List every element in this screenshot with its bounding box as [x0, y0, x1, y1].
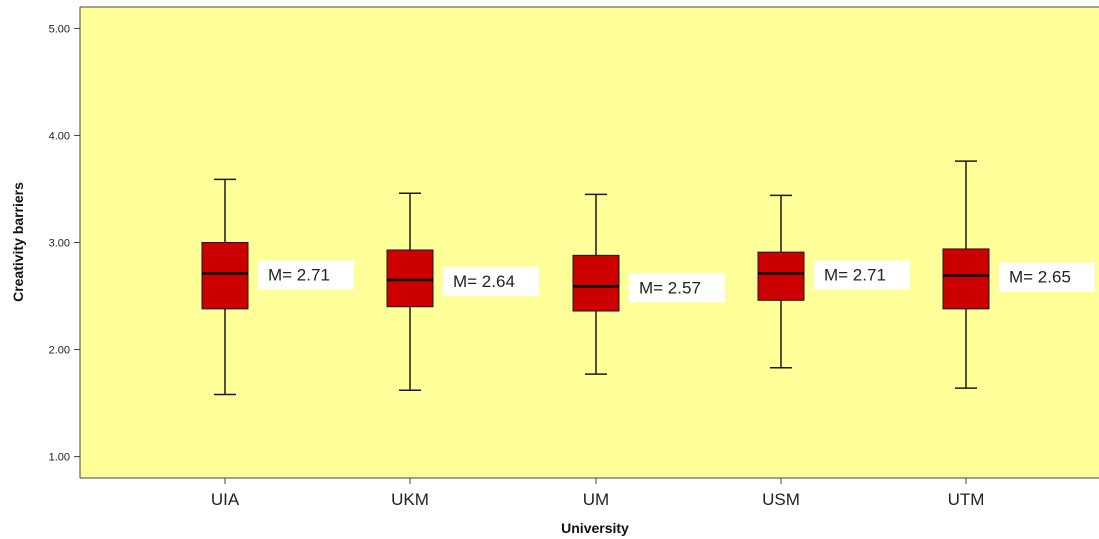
- mean-label-um: M= 2.57: [629, 273, 725, 303]
- mean-label-text: M= 2.65: [1009, 268, 1071, 287]
- iqr-box: [757, 251, 805, 301]
- x-tick-label: UM: [583, 490, 609, 509]
- iqr-box: [386, 249, 434, 308]
- x-axis-ticks: UIA UKM UM USM UTM: [211, 478, 985, 509]
- y-axis-ticks: 1.00 2.00 3.00 4.00 5.00: [49, 23, 80, 464]
- mean-labels: M= 2.71 M= 2.64 M= 2.57 M= 2.71 M= 2.65: [258, 260, 1095, 303]
- box-ukm: [386, 192, 434, 391]
- mean-label-background: [629, 273, 725, 303]
- y-tick-label: 2.00: [49, 345, 70, 357]
- y-tick-label: 4.00: [49, 130, 70, 142]
- iqr-box: [942, 248, 990, 310]
- iqr-box: [201, 242, 249, 310]
- y-axis-title: Creativity barriers: [10, 182, 26, 302]
- mean-label-utm: M= 2.65: [999, 262, 1095, 292]
- plot-background: [80, 7, 1099, 478]
- y-tick-label: 3.00: [49, 238, 70, 250]
- x-tick-label: USM: [762, 490, 800, 509]
- box-utm: [942, 160, 990, 389]
- y-tick-label: 1.00: [49, 452, 70, 464]
- mean-label-text: M= 2.64: [453, 272, 515, 291]
- box-uia: [201, 178, 249, 396]
- y-tick-label: 5.00: [49, 23, 70, 35]
- mean-label-text: M= 2.57: [639, 278, 701, 297]
- mean-label-background: [814, 260, 910, 290]
- mean-label-ukm: M= 2.64: [443, 266, 539, 296]
- x-tick-label: UTM: [948, 490, 985, 509]
- x-tick-label: UKM: [391, 490, 429, 509]
- mean-label-text: M= 2.71: [268, 266, 330, 285]
- mean-label-background: [999, 262, 1095, 292]
- mean-label-background: [258, 260, 354, 290]
- box-um: [572, 193, 620, 375]
- x-axis-title: University: [561, 520, 629, 536]
- mean-label-background: [443, 266, 539, 296]
- mean-label-usm: M= 2.71: [814, 260, 910, 290]
- iqr-box: [572, 254, 620, 312]
- x-tick-label: UIA: [211, 490, 240, 509]
- box-series: [201, 160, 990, 396]
- mean-label-uia: M= 2.71: [258, 260, 354, 290]
- mean-label-text: M= 2.71: [824, 266, 886, 285]
- box-usm: [757, 194, 805, 369]
